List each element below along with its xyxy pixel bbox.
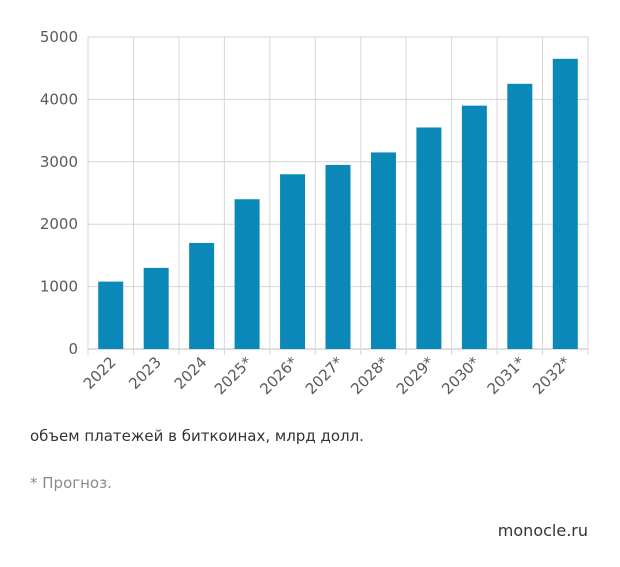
x-tick-label: 2022	[80, 353, 120, 393]
bar-2031-forecast	[507, 83, 533, 350]
y-tick-label: 1000	[40, 278, 78, 296]
x-axis-ticks: 2022 2023 2024 2025* 2026* 2027* 2028* 2029* 203…	[80, 353, 575, 398]
bar-2032-forecast	[552, 58, 578, 350]
bar-2029-forecast	[416, 127, 442, 349]
source-label: monocle.ru	[497, 521, 588, 540]
bar-2030-forecast	[461, 105, 487, 349]
x-tick-label: 2028*	[347, 353, 392, 398]
x-tick-label: 2026*	[256, 353, 301, 398]
bar-2024	[189, 242, 215, 349]
bar-2023	[143, 267, 169, 349]
x-tick-label: 2023	[125, 353, 165, 393]
x-tick-label: 2029*	[393, 353, 438, 398]
x-tick-label: 2027*	[302, 353, 347, 398]
bar-2022	[98, 281, 124, 349]
y-tick-label: 2000	[40, 215, 78, 233]
forecast-footnote: * Прогноз.	[30, 474, 112, 492]
x-tick-label: 2024	[171, 353, 211, 393]
bar-2026-forecast	[280, 174, 306, 349]
y-tick-label: 0	[68, 340, 78, 358]
y-tick-label: 3000	[40, 153, 78, 171]
y-tick-label: 4000	[40, 90, 78, 108]
bars	[98, 58, 578, 350]
x-tick-label: 2031*	[484, 353, 529, 398]
bar-2027-forecast	[325, 164, 351, 349]
chart-caption: объем платежей в биткоинах, млрд долл.	[30, 427, 364, 445]
x-tick-label: 2032*	[529, 353, 574, 398]
x-tick-label: 2025*	[211, 353, 256, 398]
y-tick-label: 5000	[40, 28, 78, 46]
bar-2028-forecast	[370, 152, 396, 349]
y-axis-ticks: 0 1000 2000 3000 4000 5000	[40, 28, 78, 358]
x-tick-label: 2030*	[438, 353, 483, 398]
grid-lines	[87, 36, 589, 355]
bar-2025-forecast	[234, 199, 260, 349]
